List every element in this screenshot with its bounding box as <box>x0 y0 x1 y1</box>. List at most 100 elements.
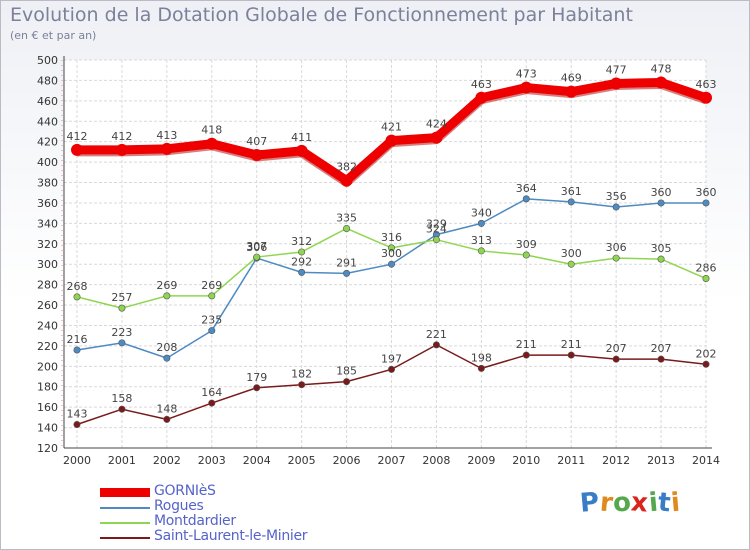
data-label: 360 <box>696 186 717 199</box>
x-tick-label: 2009 <box>467 454 495 467</box>
data-label: 197 <box>381 352 402 365</box>
x-tick-label: 2002 <box>153 454 181 467</box>
data-label: 269 <box>201 279 222 292</box>
y-tick-label: 400 <box>37 156 58 169</box>
data-label: 148 <box>156 402 177 415</box>
data-point <box>702 360 710 368</box>
chart-title: Evolution de la Dotation Globale de Fonc… <box>10 4 633 26</box>
data-label: 478 <box>651 62 672 75</box>
data-point <box>73 293 81 301</box>
x-tick-label: 2004 <box>243 454 271 467</box>
y-tick-label: 260 <box>37 299 58 312</box>
data-label: 469 <box>561 72 582 85</box>
legend-label: Saint-Laurent-le-Minier <box>154 528 308 544</box>
y-tick-label: 300 <box>37 258 58 271</box>
y-tick-label: 280 <box>37 279 58 292</box>
data-point <box>565 85 578 98</box>
data-label: 473 <box>516 68 537 81</box>
legend-swatch <box>100 488 150 497</box>
data-label: 292 <box>291 255 312 268</box>
legend-item: GORNIèS <box>100 483 360 500</box>
proxiti-logo: Proxiti <box>579 487 682 519</box>
data-label: 329 <box>426 218 447 231</box>
data-point <box>253 253 261 261</box>
data-point <box>73 346 81 354</box>
data-label: 340 <box>471 206 492 219</box>
data-point <box>118 339 126 347</box>
y-tick-label: 380 <box>37 177 58 190</box>
data-label: 208 <box>156 341 177 354</box>
y-tick-label: 500 <box>37 54 58 67</box>
chart-subtitle: (en € et par an) <box>10 29 97 42</box>
data-point <box>343 224 351 232</box>
legend-item: Rogues <box>100 498 360 515</box>
y-tick-label: 460 <box>37 95 58 108</box>
legend-swatch <box>100 537 150 539</box>
y-tick-label: 240 <box>37 319 58 332</box>
data-point <box>567 198 575 206</box>
data-point <box>387 244 395 252</box>
data-label: 477 <box>606 63 627 76</box>
data-point <box>387 365 395 373</box>
data-point <box>340 174 353 187</box>
data-label: 356 <box>606 190 627 203</box>
data-point <box>657 255 665 263</box>
data-label: 407 <box>246 135 267 148</box>
data-label: 257 <box>111 291 132 304</box>
data-point <box>208 399 216 407</box>
data-label: 361 <box>561 185 582 198</box>
data-point <box>522 351 530 359</box>
x-tick-label: 2000 <box>63 454 91 467</box>
y-tick-label: 440 <box>37 115 58 128</box>
x-tick-label: 2012 <box>602 454 630 467</box>
data-label: 268 <box>67 280 88 293</box>
data-point <box>432 236 440 244</box>
data-point <box>208 292 216 300</box>
data-label: 216 <box>67 333 88 346</box>
data-point <box>430 131 443 144</box>
data-point <box>702 199 710 207</box>
plot-area <box>64 60 706 448</box>
y-tick-label: 480 <box>37 74 58 87</box>
data-point <box>702 275 710 283</box>
data-point <box>657 355 665 363</box>
data-label: 291 <box>336 256 357 269</box>
data-point <box>163 292 171 300</box>
y-tick-label: 120 <box>37 442 58 455</box>
data-label: 306 <box>246 241 267 254</box>
data-label: 364 <box>516 182 537 195</box>
data-label: 158 <box>111 392 132 405</box>
x-tick-label: 2011 <box>557 454 585 467</box>
data-label: 382 <box>336 160 357 173</box>
legend-item: Saint-Laurent-le-Minier <box>100 528 360 545</box>
data-point <box>118 405 126 413</box>
data-point <box>343 378 351 386</box>
legend-swatch <box>100 522 150 524</box>
legend-swatch <box>100 507 150 509</box>
data-point <box>612 355 620 363</box>
data-label: 185 <box>336 365 357 378</box>
data-label: 207 <box>606 342 627 355</box>
data-point <box>432 341 440 349</box>
data-point <box>163 415 171 423</box>
data-point <box>477 364 485 372</box>
data-point <box>160 142 173 155</box>
logo-letter: i <box>669 487 682 519</box>
data-label: 198 <box>471 351 492 364</box>
data-point <box>118 304 126 312</box>
data-point <box>475 91 488 104</box>
legend-item: Montdardier <box>100 513 360 530</box>
data-label: 300 <box>381 247 402 260</box>
data-label: 207 <box>651 342 672 355</box>
data-label: 306 <box>606 241 627 254</box>
data-label: 418 <box>201 124 222 137</box>
data-label: 411 <box>291 131 312 144</box>
data-point <box>250 148 263 161</box>
data-point <box>700 91 712 104</box>
data-point <box>385 134 398 147</box>
data-label: 313 <box>471 234 492 247</box>
x-tick-label: 2008 <box>422 454 450 467</box>
x-tick-label: 2001 <box>108 454 136 467</box>
x-tick-label: 2006 <box>333 454 361 467</box>
data-label: 312 <box>291 235 312 248</box>
